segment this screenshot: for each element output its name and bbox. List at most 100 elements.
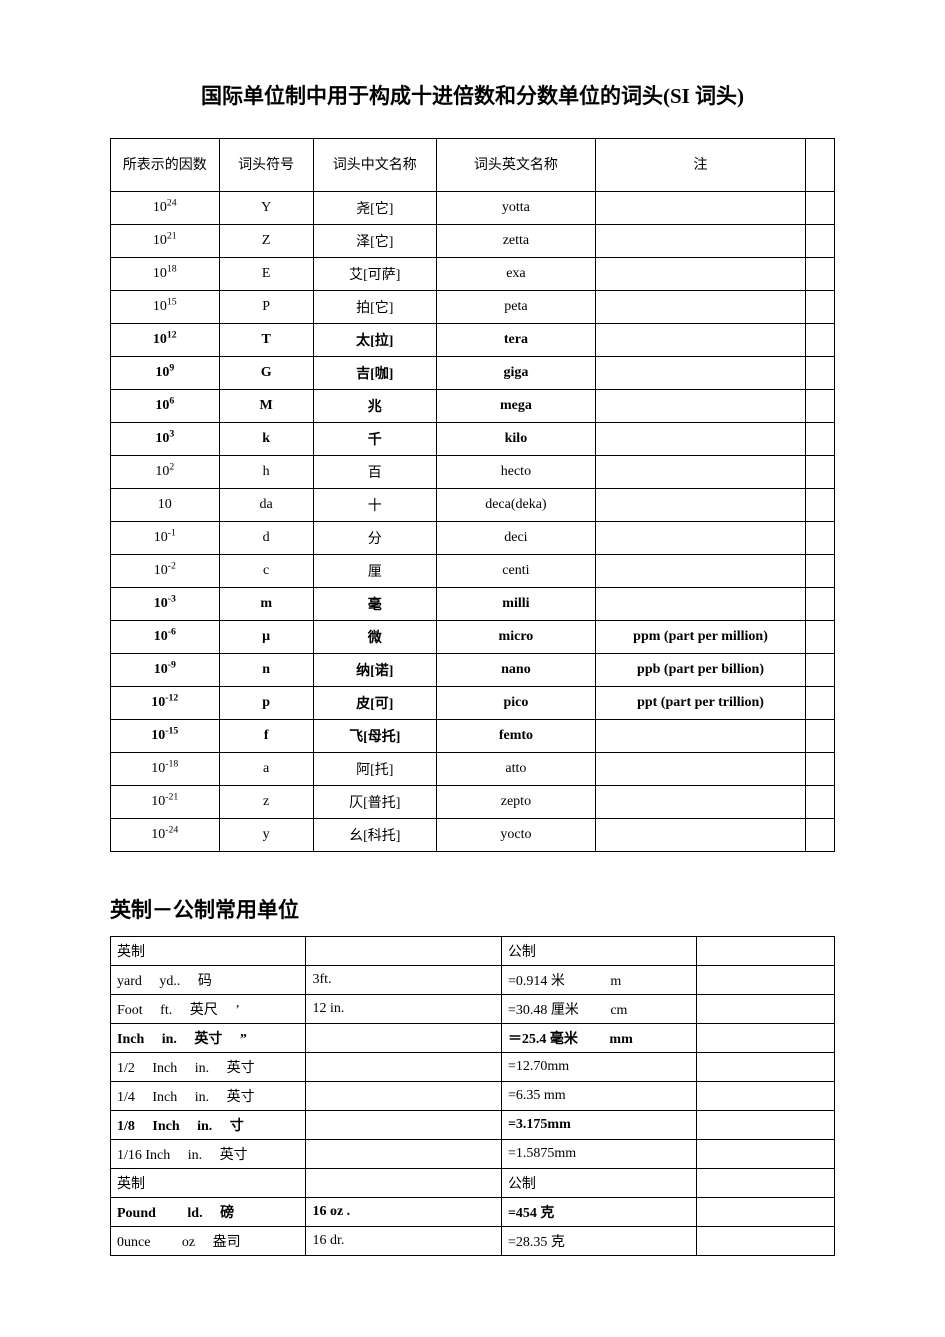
- conv-cell-1: 英制: [111, 937, 306, 966]
- si-chinese-cell: 仄[普托]: [313, 786, 436, 819]
- si-chinese-cell: 微: [313, 621, 436, 654]
- conv-cell-3: =454 克: [501, 1198, 696, 1227]
- si-symbol-cell: μ: [219, 621, 313, 654]
- si-english-cell: yocto: [436, 819, 595, 852]
- conv-cell-4: [697, 966, 835, 995]
- si-factor-cell: 1012: [111, 324, 220, 357]
- conv-cell-2: [306, 1111, 501, 1140]
- si-row: 10-9n纳[诺]nanoppb (part per billion): [111, 654, 835, 687]
- si-symbol-cell: z: [219, 786, 313, 819]
- si-row: 109G吉[咖]giga: [111, 357, 835, 390]
- si-english-cell: zetta: [436, 225, 595, 258]
- si-row: 10-18a阿[托]atto: [111, 753, 835, 786]
- si-col-chinese: 词头中文名称: [313, 139, 436, 192]
- si-symbol-cell: k: [219, 423, 313, 456]
- si-factor-cell: 109: [111, 357, 220, 390]
- conv-row: yard yd.. 码3ft.=0.914 米 m: [111, 966, 835, 995]
- si-blank-cell: [806, 522, 835, 555]
- conv-cell-1: 1/2 Inch in. 英寸: [111, 1053, 306, 1082]
- si-english-cell: tera: [436, 324, 595, 357]
- si-note-cell: [596, 555, 806, 588]
- si-chinese-cell: 纳[诺]: [313, 654, 436, 687]
- si-row: 10-15f飞[母托]femto: [111, 720, 835, 753]
- si-row: 102h百hecto: [111, 456, 835, 489]
- conv-cell-3: =1.5875mm: [501, 1140, 696, 1169]
- si-chinese-cell: 吉[咖]: [313, 357, 436, 390]
- si-col-factor: 所表示的因数: [111, 139, 220, 192]
- si-factor-cell: 10-9: [111, 654, 220, 687]
- si-english-cell: giga: [436, 357, 595, 390]
- si-symbol-cell: c: [219, 555, 313, 588]
- si-note-cell: [596, 588, 806, 621]
- conv-cell-4: [697, 1024, 835, 1053]
- si-symbol-cell: Y: [219, 192, 313, 225]
- si-symbol-cell: f: [219, 720, 313, 753]
- si-blank-cell: [806, 423, 835, 456]
- si-chinese-cell: 百: [313, 456, 436, 489]
- conv-cell-2: [306, 1024, 501, 1053]
- si-chinese-cell: 毫: [313, 588, 436, 621]
- si-blank-cell: [806, 654, 835, 687]
- si-row: 1012T太[拉]tera: [111, 324, 835, 357]
- si-english-cell: kilo: [436, 423, 595, 456]
- si-factor-cell: 1018: [111, 258, 220, 291]
- si-symbol-cell: G: [219, 357, 313, 390]
- conv-cell-1: 1/4 Inch in. 英寸: [111, 1082, 306, 1111]
- si-blank-cell: [806, 324, 835, 357]
- si-chinese-cell: 分: [313, 522, 436, 555]
- conv-cell-1: Pound ld. 磅: [111, 1198, 306, 1227]
- si-row: 10-12p皮[可]picoppt (part per trillion): [111, 687, 835, 720]
- conv-cell-1: yard yd.. 码: [111, 966, 306, 995]
- si-symbol-cell: h: [219, 456, 313, 489]
- conv-cell-4: [697, 1053, 835, 1082]
- conv-row: 1/8 Inch in. 寸=3.175mm: [111, 1111, 835, 1140]
- si-symbol-cell: d: [219, 522, 313, 555]
- conv-cell-4: [697, 1082, 835, 1111]
- si-note-cell: [596, 489, 806, 522]
- si-english-cell: zepto: [436, 786, 595, 819]
- si-blank-cell: [806, 555, 835, 588]
- si-note-cell: [596, 753, 806, 786]
- si-blank-cell: [806, 786, 835, 819]
- si-english-cell: micro: [436, 621, 595, 654]
- conv-cell-1: 0unce oz 盎司: [111, 1227, 306, 1256]
- si-row: 10-21z仄[普托]zepto: [111, 786, 835, 819]
- si-factor-cell: 10-2: [111, 555, 220, 588]
- si-chinese-cell: 艾[可萨]: [313, 258, 436, 291]
- conv-row: 1/4 Inch in. 英寸 =6.35 mm: [111, 1082, 835, 1111]
- si-col-symbol: 词头符号: [219, 139, 313, 192]
- si-note-cell: [596, 324, 806, 357]
- si-english-cell: pico: [436, 687, 595, 720]
- si-english-cell: atto: [436, 753, 595, 786]
- conv-row: 1/16 Inch in. 英寸 =1.5875mm: [111, 1140, 835, 1169]
- conv-row: Inch in. 英寸 ”＝25.4 毫米 mm: [111, 1024, 835, 1053]
- si-factor-cell: 10-15: [111, 720, 220, 753]
- si-note-cell: ppt (part per trillion): [596, 687, 806, 720]
- si-symbol-cell: M: [219, 390, 313, 423]
- si-english-cell: exa: [436, 258, 595, 291]
- si-english-cell: yotta: [436, 192, 595, 225]
- si-blank-cell: [806, 621, 835, 654]
- si-col-blank: [806, 139, 835, 192]
- conv-cell-1: 1/16 Inch in. 英寸: [111, 1140, 306, 1169]
- page-title: 国际单位制中用于构成十进倍数和分数单位的词头(SI 词头): [110, 80, 835, 110]
- conv-row: 英制公制: [111, 1169, 835, 1198]
- si-note-cell: [596, 423, 806, 456]
- si-symbol-cell: Z: [219, 225, 313, 258]
- si-blank-cell: [806, 192, 835, 225]
- conv-cell-4: [697, 1140, 835, 1169]
- si-note-cell: [596, 786, 806, 819]
- si-blank-cell: [806, 588, 835, 621]
- conv-cell-3: =6.35 mm: [501, 1082, 696, 1111]
- si-note-cell: [596, 720, 806, 753]
- si-note-cell: [596, 192, 806, 225]
- si-note-cell: ppm (part per million): [596, 621, 806, 654]
- si-blank-cell: [806, 456, 835, 489]
- si-chinese-cell: 太[拉]: [313, 324, 436, 357]
- si-factor-cell: 10-6: [111, 621, 220, 654]
- conv-cell-1: 英制: [111, 1169, 306, 1198]
- si-note-cell: [596, 819, 806, 852]
- si-factor-cell: 1024: [111, 192, 220, 225]
- si-row: 10-3m毫milli: [111, 588, 835, 621]
- si-blank-cell: [806, 720, 835, 753]
